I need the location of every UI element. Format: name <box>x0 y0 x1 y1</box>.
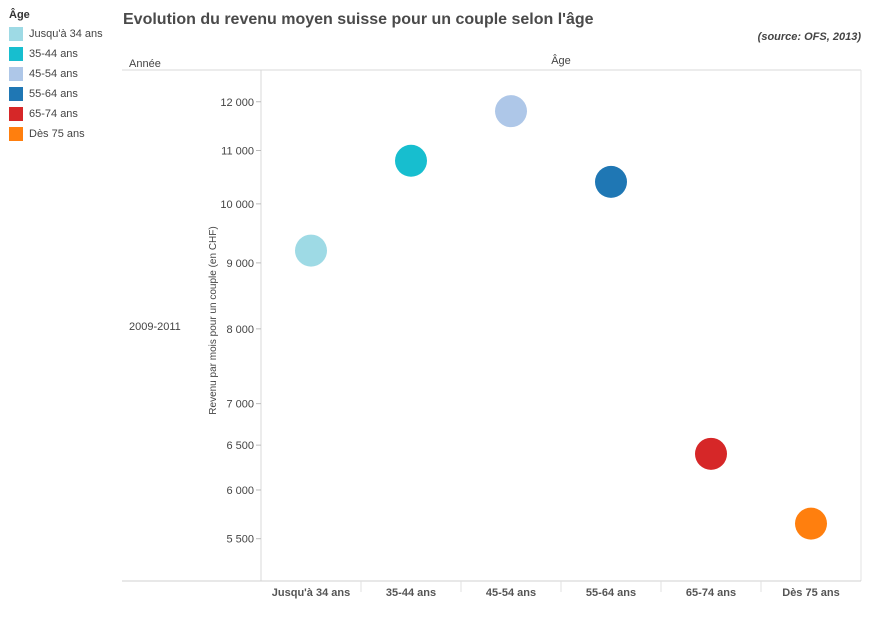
legend-swatch <box>9 127 23 141</box>
legend: Âge Jusqu'à 34 ans 35-44 ans 45-54 ans 55-6… <box>9 9 103 144</box>
y-tick-label: 8 000 <box>226 324 254 336</box>
x-tick-label: Jusqu'à 34 ans <box>272 587 350 599</box>
y-tick-label: 10 000 <box>220 199 254 211</box>
row-label: 2009-2011 <box>129 321 181 333</box>
x-tick-label: Dès 75 ans <box>782 587 839 599</box>
legend-swatch <box>9 27 23 41</box>
y-tick-label: 9 000 <box>226 258 254 270</box>
legend-item[interactable]: 35-44 ans <box>9 44 103 64</box>
x-tick-label: 65-74 ans <box>686 587 736 599</box>
legend-label: 55-64 ans <box>29 88 78 100</box>
legend-item[interactable]: Dès 75 ans <box>9 124 103 144</box>
y-tick-label: 7 000 <box>226 399 254 411</box>
data-point <box>395 144 427 177</box>
y-axis-title: Revenu par mois pour un couple (en CHF) <box>208 226 219 414</box>
y-tick-label: 12 000 <box>220 97 254 109</box>
legend-item[interactable]: 45-54 ans <box>9 64 103 84</box>
legend-swatch <box>9 67 23 81</box>
y-tick-label: 11 000 <box>221 145 254 157</box>
legend-item[interactable]: 65-74 ans <box>9 104 103 124</box>
legend-label: 45-54 ans <box>29 68 78 80</box>
legend-title: Âge <box>9 9 30 21</box>
legend-swatch <box>9 87 23 101</box>
y-tick-label: 5 500 <box>226 534 254 546</box>
data-point <box>795 507 827 540</box>
legend-label: Jusqu'à 34 ans <box>29 28 103 40</box>
legend-items: Jusqu'à 34 ans 35-44 ans 45-54 ans 55-64 an… <box>9 24 103 144</box>
legend-label: 35-44 ans <box>29 48 78 60</box>
legend-label: 65-74 ans <box>29 108 78 120</box>
chart-title: Evolution du revenu moyen suisse pour un… <box>123 11 594 28</box>
data-point <box>295 234 327 267</box>
legend-swatch <box>9 107 23 121</box>
chart-source: (source: OFS, 2013) <box>757 31 861 43</box>
y-tick-label: 6 500 <box>226 440 254 452</box>
x-tick-label: 45-54 ans <box>486 587 536 599</box>
legend-swatch <box>9 47 23 61</box>
x-axis-title: Âge <box>551 54 571 67</box>
data-point <box>695 437 727 470</box>
legend-item[interactable]: 55-64 ans <box>9 84 103 104</box>
legend-item[interactable]: Jusqu'à 34 ans <box>9 24 103 44</box>
x-tick-label: 55-64 ans <box>586 587 636 599</box>
data-point <box>495 95 527 128</box>
y-tick-label: 6 000 <box>226 485 254 497</box>
legend-label: Dès 75 ans <box>29 128 85 140</box>
data-point <box>595 165 627 198</box>
row-header: Année <box>129 58 161 70</box>
x-tick-label: 35-44 ans <box>386 587 436 599</box>
